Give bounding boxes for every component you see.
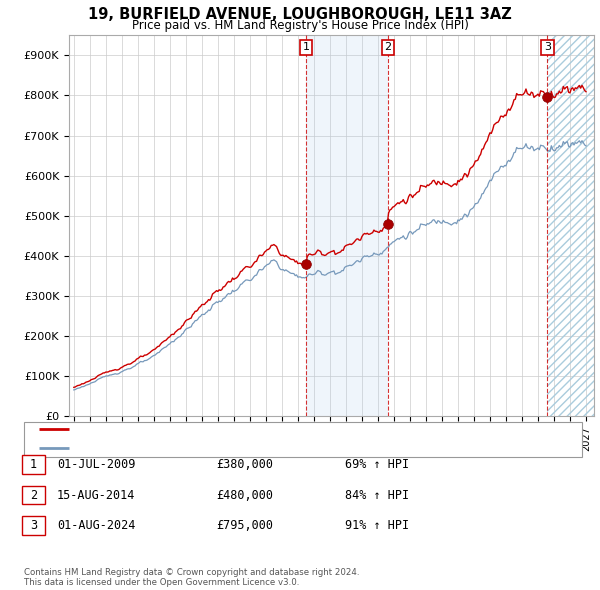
- Text: 84% ↑ HPI: 84% ↑ HPI: [345, 489, 409, 502]
- Text: 1: 1: [302, 42, 310, 53]
- Text: £480,000: £480,000: [216, 489, 273, 502]
- Text: £795,000: £795,000: [216, 519, 273, 532]
- Text: 3: 3: [544, 42, 551, 53]
- Text: HPI: Average price, detached house, Charnwood: HPI: Average price, detached house, Char…: [72, 443, 336, 453]
- Bar: [306, 35, 388, 416]
- Text: 01-AUG-2024: 01-AUG-2024: [57, 519, 136, 532]
- Text: £380,000: £380,000: [216, 458, 273, 471]
- Text: 91% ↑ HPI: 91% ↑ HPI: [345, 519, 409, 532]
- Bar: [547, 35, 594, 416]
- Text: 3: 3: [30, 519, 37, 532]
- Text: 1: 1: [30, 458, 37, 471]
- Text: 69% ↑ HPI: 69% ↑ HPI: [345, 458, 409, 471]
- Text: 15-AUG-2014: 15-AUG-2014: [57, 489, 136, 502]
- Text: Contains HM Land Registry data © Crown copyright and database right 2024.
This d: Contains HM Land Registry data © Crown c…: [24, 568, 359, 587]
- Text: 01-JUL-2009: 01-JUL-2009: [57, 458, 136, 471]
- Text: 2: 2: [385, 42, 391, 53]
- Bar: [547, 35, 594, 416]
- Text: 19, BURFIELD AVENUE, LOUGHBOROUGH, LE11 3AZ (detached house): 19, BURFIELD AVENUE, LOUGHBOROUGH, LE11 …: [72, 424, 456, 434]
- Text: 19, BURFIELD AVENUE, LOUGHBOROUGH, LE11 3AZ: 19, BURFIELD AVENUE, LOUGHBOROUGH, LE11 …: [88, 7, 512, 22]
- Text: Price paid vs. HM Land Registry's House Price Index (HPI): Price paid vs. HM Land Registry's House …: [131, 19, 469, 32]
- Text: 2: 2: [30, 489, 37, 502]
